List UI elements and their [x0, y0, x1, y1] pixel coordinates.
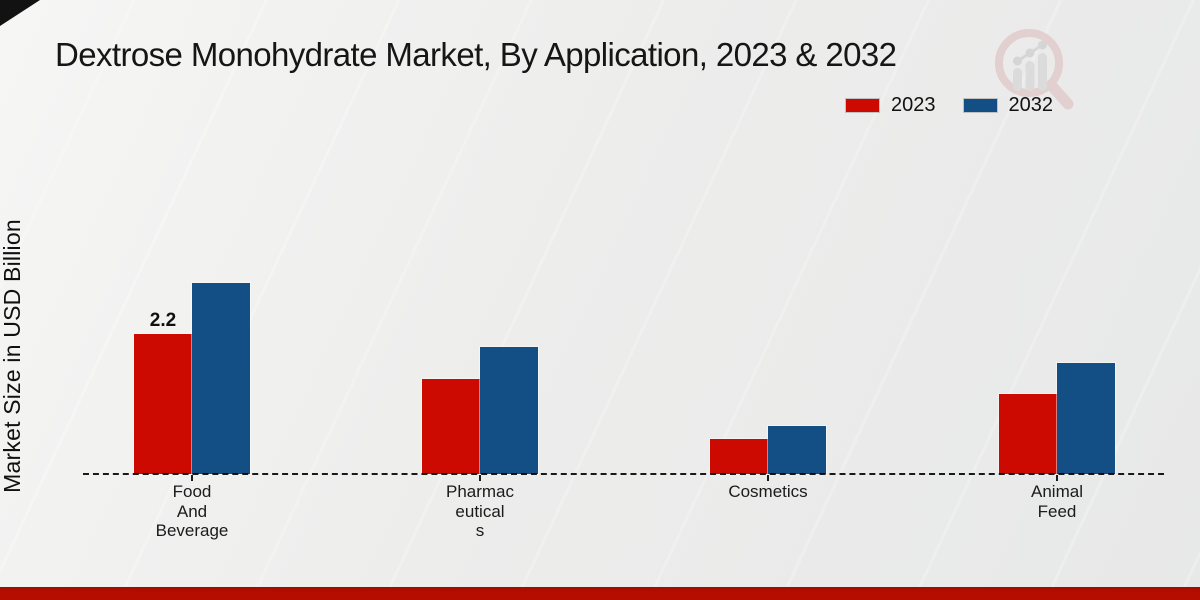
magnifier-bar-chart-icon	[995, 29, 1074, 110]
category-label-line: Food	[172, 482, 212, 501]
legend-label: 2023	[891, 94, 936, 116]
category-label-line: Pharmac	[445, 482, 515, 501]
magnifier-lens-icon	[995, 29, 1063, 97]
legend-label: 2032	[1008, 94, 1054, 116]
category-label-line: And	[176, 501, 208, 521]
logo-bar-large-icon	[1038, 53, 1047, 91]
logo-dot-icon	[1038, 40, 1047, 50]
magnifier-handle-icon	[1045, 79, 1074, 110]
logo-bar-medium-icon	[1025, 61, 1035, 91]
legend-swatch-icon	[846, 98, 879, 112]
chart-title: Dextrose Monohydrate Market, By Applicat…	[55, 36, 897, 73]
bar-2023-cosmetics	[710, 439, 768, 474]
category-label-food-and-beverage: Food And Beverage	[122, 482, 262, 541]
logo-bar-small-icon	[1013, 68, 1022, 91]
category-label-line: Animal	[1031, 482, 1083, 501]
x-axis-baseline	[83, 473, 1164, 475]
legend: 2023 2032	[846, 93, 1053, 117]
bar-2032-food-and-beverage	[192, 283, 250, 474]
logo-dot-icon	[1025, 48, 1035, 58]
bar-2023-food-and-beverage	[134, 334, 192, 474]
bar-2032-animal-feed	[1057, 363, 1115, 474]
bar-data-label: 2.2	[149, 310, 177, 331]
bar-2032-cosmetics	[768, 426, 826, 474]
bar-2023-animal-feed	[999, 394, 1057, 474]
legend-item-2032: 2032	[963, 93, 1054, 117]
x-axis-tick	[191, 475, 193, 481]
category-label-cosmetics: Cosmetics	[698, 482, 838, 502]
category-label-line: Beverage	[155, 521, 229, 540]
category-label-line: Cosmetics	[728, 482, 808, 501]
category-label-pharmaceuticals: Pharmac eutical s	[410, 482, 550, 541]
x-axis-tick	[479, 475, 481, 481]
x-axis-tick	[767, 475, 769, 481]
bar-2023-pharmaceuticals	[422, 379, 480, 474]
x-axis-tick	[1056, 475, 1058, 481]
legend-item-2023: 2023	[846, 93, 936, 117]
footer-bar	[0, 587, 1200, 600]
legend-swatch-icon	[963, 98, 997, 112]
bar-2032-pharmaceuticals	[480, 347, 538, 474]
logo-dot-icon	[1013, 56, 1022, 66]
category-label-line: s	[475, 521, 485, 540]
category-label-animal-feed: Animal Feed	[987, 482, 1127, 521]
category-label-line: eutical	[455, 501, 505, 521]
category-label-line: Feed	[1037, 501, 1077, 521]
